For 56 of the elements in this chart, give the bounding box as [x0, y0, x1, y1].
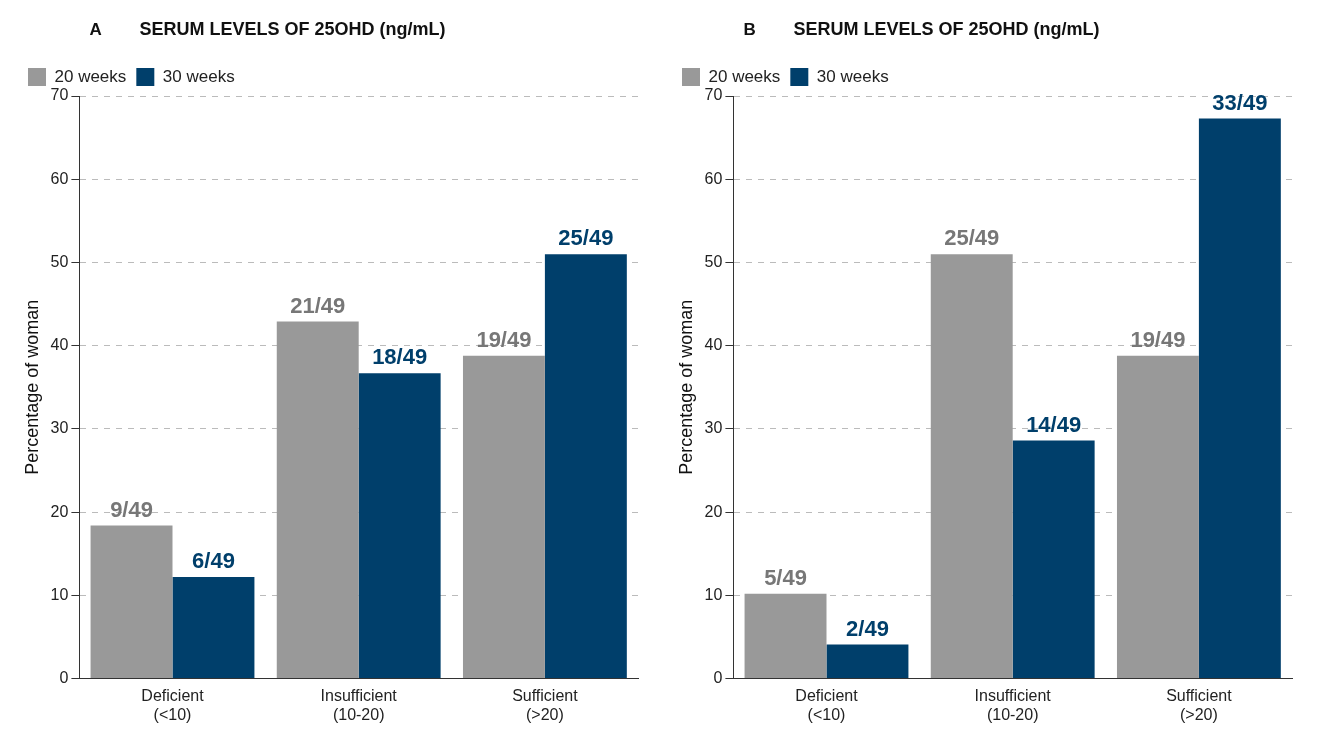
data-label: 33/49: [1212, 89, 1268, 115]
bar: [90, 525, 173, 679]
y-tick-label: 0: [59, 669, 69, 687]
y-tick-label: 10: [50, 585, 69, 603]
data-label: 19/49: [476, 326, 532, 352]
x-tick-label: Insufficient (10-20): [320, 686, 398, 723]
y-tick-label: 50: [704, 252, 723, 270]
legend-label: 20 weeks: [708, 66, 781, 86]
data-label: 19/49: [1130, 326, 1186, 352]
bar: [1116, 355, 1199, 679]
y-tick-label: 40: [704, 336, 723, 354]
bar: [276, 321, 359, 679]
data-label: 14/49: [1026, 411, 1082, 437]
chart-title: SERUM LEVELS OF 25OHD (ng/mL): [793, 18, 1100, 39]
bar: [826, 644, 909, 679]
bar: [358, 373, 441, 679]
text: A: [89, 19, 102, 39]
x-tick-label: Sufficient (>20): [1166, 686, 1233, 723]
chart-title: SERUM LEVELS OF 25OHD (ng/mL): [139, 18, 446, 39]
data-label: 25/49: [944, 225, 1000, 251]
x-tick-label: Deficient (<10): [141, 686, 205, 723]
data-label: 18/49: [372, 344, 428, 370]
bar: [744, 593, 827, 679]
y-tick-label: 30: [704, 419, 723, 437]
y-tick-label: 0: [713, 669, 723, 687]
bar: [930, 254, 1013, 679]
y-tick-label: 30: [50, 419, 69, 437]
y-tick-label: 70: [50, 86, 69, 104]
data-label: 5/49: [764, 564, 807, 590]
y-tick-label: 20: [704, 502, 723, 520]
legend-label: 20 weeks: [54, 66, 127, 86]
y-tick-label: 60: [704, 169, 723, 187]
y-axis-title: Percentage of woman: [21, 299, 42, 475]
data-label: 6/49: [192, 548, 235, 574]
text: B: [743, 19, 756, 39]
y-tick-label: 60: [50, 169, 69, 187]
bar: [172, 577, 255, 679]
y-tick-label: 20: [50, 502, 69, 520]
y-tick-label: 40: [50, 336, 69, 354]
data-label: 25/49: [558, 225, 614, 251]
y-tick-label: 70: [704, 86, 723, 104]
data-label: 2/49: [846, 615, 889, 641]
data-label: 9/49: [110, 496, 153, 522]
x-tick-label: Insufficient (10-20): [974, 686, 1052, 723]
y-tick-label: 50: [50, 252, 69, 270]
data-label: 21/49: [290, 292, 346, 318]
bar: [462, 355, 545, 679]
x-tick-label: Sufficient (>20): [512, 686, 579, 723]
bar: [1198, 118, 1281, 679]
y-axis-title: Percentage of woman: [675, 299, 696, 475]
bar: [544, 254, 627, 679]
bar: [1012, 440, 1095, 679]
y-tick-label: 10: [704, 585, 723, 603]
legend-label: 30 weeks: [162, 66, 235, 86]
x-tick-label: Deficient (<10): [795, 686, 859, 723]
legend-label: 30 weeks: [816, 66, 889, 86]
